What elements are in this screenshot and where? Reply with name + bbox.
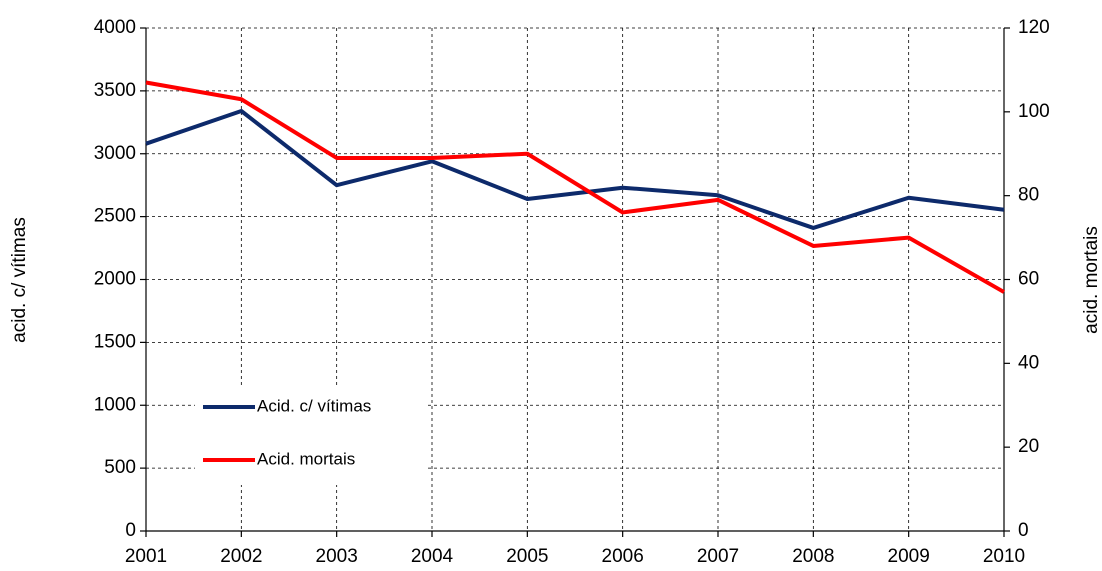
y-tick-label: 500: [104, 457, 136, 478]
x-tick-label: 2008: [792, 546, 834, 567]
y2-axis-label: acid. mortais: [1081, 226, 1102, 334]
series-line: [145, 108, 1005, 230]
x-tick-label: 2006: [602, 546, 644, 567]
x-tick-label: 2007: [697, 546, 739, 567]
y-tick-label: 0: [125, 520, 136, 541]
y-tick-label: 1500: [94, 331, 136, 352]
x-tick-label: 2004: [411, 546, 454, 567]
y2-tick-label: 60: [1018, 269, 1039, 290]
x-tick-label: 2009: [888, 546, 930, 567]
y2-tick-label: 120: [1018, 17, 1050, 38]
y-tick-label: 1000: [94, 394, 136, 415]
y-tick-label: 3500: [94, 80, 136, 101]
y2-tick-label: 40: [1018, 352, 1039, 373]
legend: [195, 385, 425, 485]
y-tick-label: 2500: [94, 206, 136, 227]
y-tick-label: 4000: [94, 17, 136, 38]
y-tick-label: 3000: [94, 143, 136, 164]
y-axis-label: acid. c/ vítimas: [9, 217, 30, 343]
x-tick-label: 2002: [220, 546, 262, 567]
x-tick-label: 2005: [506, 546, 548, 567]
y2-tick-label: 0: [1018, 520, 1029, 541]
x-tick-label: 2001: [125, 546, 167, 567]
legend-label: Acid. c/ vítimas: [257, 396, 371, 415]
y2-tick-label: 80: [1018, 185, 1039, 206]
legend-label: Acid. mortais: [257, 449, 355, 468]
y2-tick-label: 100: [1018, 101, 1050, 122]
x-tick-label: 2010: [983, 546, 1025, 567]
y-tick-label: 2000: [94, 269, 136, 290]
series-line: [145, 80, 1005, 294]
x-tick-label: 2003: [316, 546, 358, 567]
y2-tick-label: 20: [1018, 436, 1039, 457]
